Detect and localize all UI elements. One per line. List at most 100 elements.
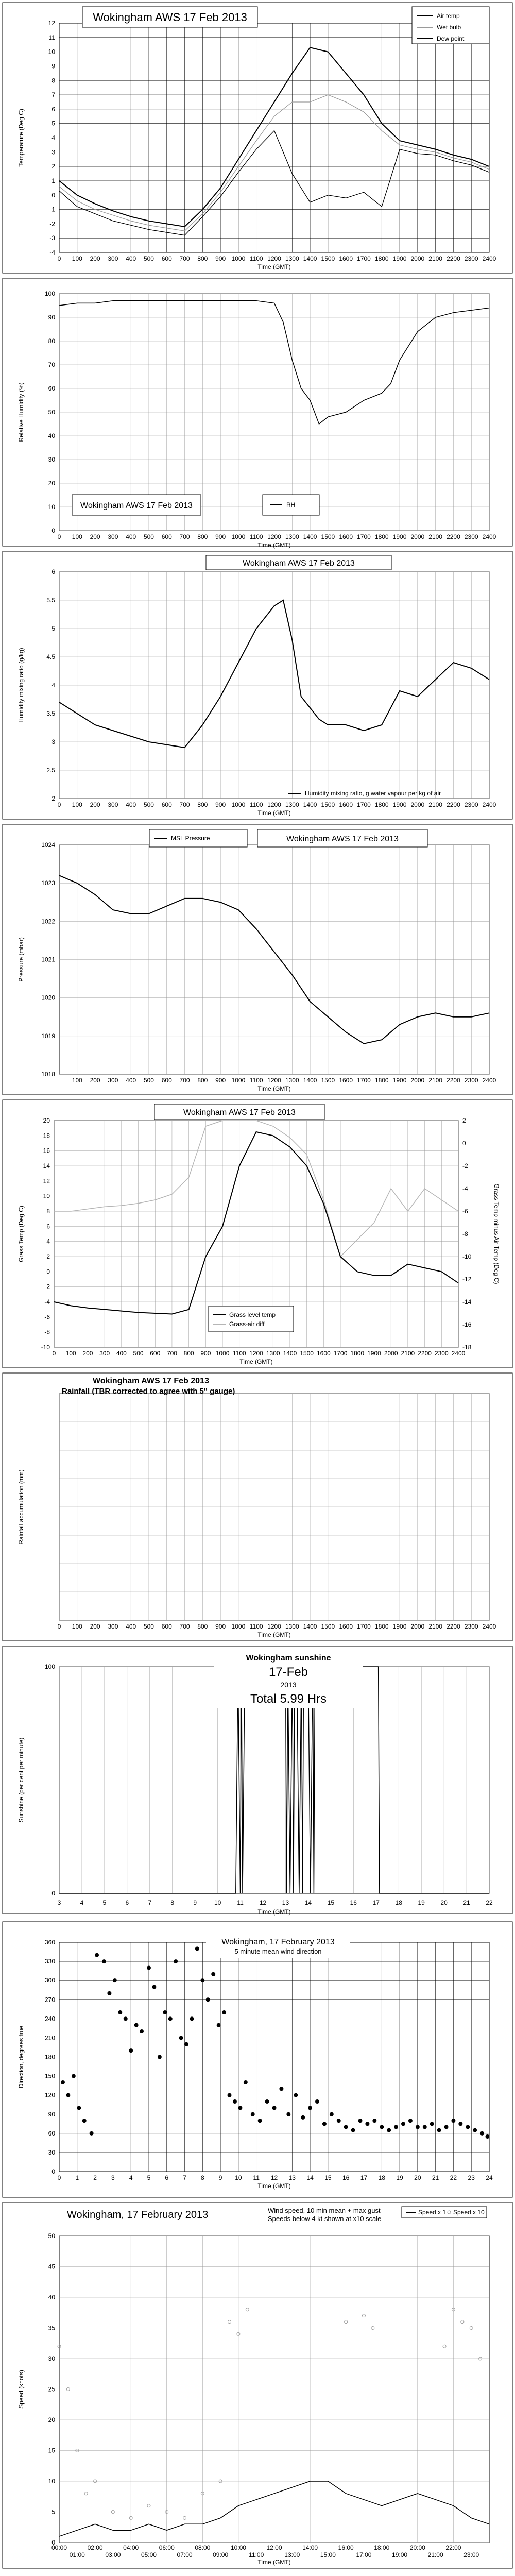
data-point [372, 2119, 377, 2123]
x-tick-label: 12:00 [266, 2544, 282, 2551]
data-point [444, 2125, 449, 2129]
data-point [200, 1978, 205, 1983]
y2-tick-label: -14 [462, 1298, 472, 1306]
x-tick-label: 1600 [339, 801, 353, 808]
y-tick-label: 12 [48, 20, 56, 27]
x-tick-label: 500 [133, 1350, 144, 1357]
data-point [286, 2112, 291, 2116]
y-tick-label: 1022 [41, 918, 55, 925]
y-tick-label: 2 [52, 795, 55, 802]
x-tick-label: 1400 [303, 801, 317, 808]
y-tick-label: 14 [43, 1162, 50, 1170]
y-tick-label: 0 [52, 192, 55, 199]
x-tick-label: 8 [170, 1899, 174, 1906]
x-tick-label: 15 [328, 1899, 335, 1906]
data-point [205, 1997, 210, 2002]
data-point [478, 2357, 483, 2361]
legend-label: Grass-air diff [229, 1320, 265, 1328]
x-tick-label: 700 [180, 255, 190, 262]
y2-tick-label: -16 [462, 1321, 472, 1328]
x-tick-label: 2000 [410, 1077, 424, 1084]
data-point [211, 1972, 216, 1976]
x-tick-label: 400 [126, 533, 136, 540]
y-tick-label: 1019 [41, 1032, 55, 1040]
x-tick-label: 900 [200, 1350, 211, 1357]
y-tick-label: 0 [46, 1268, 50, 1275]
data-point [387, 2128, 391, 2132]
data-point [408, 2119, 413, 2123]
data-point [236, 2332, 241, 2336]
y-tick-label: 60 [48, 2130, 56, 2137]
x-axis-label: Time (GMT) [258, 1085, 290, 1092]
x-tick-label: 1000 [232, 533, 246, 540]
legend-box [401, 2206, 487, 2218]
x-tick-label: 1800 [350, 1350, 364, 1357]
x-tick-label: 08:00 [195, 2544, 210, 2551]
series-line-1 [59, 300, 490, 425]
y-tick-label: -3 [49, 234, 55, 242]
x-tick-label: 1100 [250, 801, 263, 808]
x-tick-label: 6 [125, 1899, 129, 1906]
x-tick-label: 15 [324, 2174, 332, 2181]
data-point [442, 2344, 447, 2348]
y-tick-label: 2.5 [46, 767, 55, 774]
x-tick-label: 16 [342, 2174, 350, 2181]
data-point [179, 2036, 183, 2040]
y-tick-label: 5 [52, 2509, 55, 2516]
data-point [129, 2048, 133, 2053]
chart-title: Wokingham AWS 17 Feb 2013 [93, 11, 247, 24]
x-tick-label: 20:00 [410, 2544, 425, 2551]
x-tick-label: 500 [144, 801, 154, 808]
x-tick-label: 700 [180, 1623, 190, 1630]
data-point [437, 2128, 441, 2132]
chart-subtitle: Rainfall (TBR corrected to agree with 5"… [62, 1387, 235, 1396]
x-tick-label: 1500 [300, 1350, 314, 1357]
x-tick-label: 2000 [410, 533, 424, 540]
x-tick-label: 1 [75, 2174, 79, 2181]
x-tick-label: 500 [144, 1077, 154, 1084]
x-tick-label: 10:00 [231, 2544, 246, 2551]
y-tick-label: 9 [52, 62, 55, 70]
x-tick-label: 400 [126, 801, 136, 808]
x-tick-label: 2000 [410, 255, 424, 262]
x-tick-label: 2200 [447, 801, 460, 808]
legend-label: Grass level temp [229, 1311, 276, 1318]
x-tick-label: 6 [165, 2174, 168, 2181]
data-point [222, 2010, 227, 2014]
data-point [362, 2314, 366, 2318]
data-point [358, 2119, 363, 2123]
y-tick-label: 1021 [41, 956, 55, 963]
data-point [107, 1991, 112, 1995]
data-point [168, 2016, 173, 2021]
x-tick-label: 300 [108, 533, 118, 540]
data-point [227, 2093, 232, 2097]
x-axis-label: Time (GMT) [258, 263, 290, 270]
x-tick-label: 900 [215, 255, 226, 262]
x-tick-label: 16 [350, 1899, 357, 1906]
x-tick-label: 1000 [232, 255, 246, 262]
y-tick-label: 6 [46, 1223, 50, 1230]
y-tick-label: 180 [45, 2054, 55, 2061]
x-tick-label: 15:00 [320, 2551, 336, 2558]
y-tick-label: 45 [48, 2263, 56, 2270]
y-axis-label: Relative Humidity (%) [18, 382, 25, 442]
y-tick-label: 35 [48, 2325, 56, 2332]
x-tick-label: 11 [237, 1899, 244, 1906]
y-tick-label: 0 [52, 2539, 55, 2546]
y-tick-label: 8 [46, 1208, 50, 1215]
x-tick-label: 20 [440, 1899, 448, 1906]
data-point [308, 2106, 313, 2110]
data-point [473, 2128, 477, 2132]
data-point [315, 2099, 319, 2104]
chart-title-box [82, 6, 258, 28]
y-tick-label: 30 [48, 2149, 56, 2156]
y-tick-label: 20 [48, 2416, 56, 2424]
data-point [228, 2320, 232, 2324]
data-point [451, 2308, 455, 2312]
x-tick-label: 1700 [357, 801, 371, 808]
legend-label: Dew point [437, 35, 465, 42]
x-tick-label: 23 [468, 2174, 475, 2181]
x-tick-label: 1500 [321, 1623, 335, 1630]
y-tick-label: 25 [48, 2386, 56, 2393]
